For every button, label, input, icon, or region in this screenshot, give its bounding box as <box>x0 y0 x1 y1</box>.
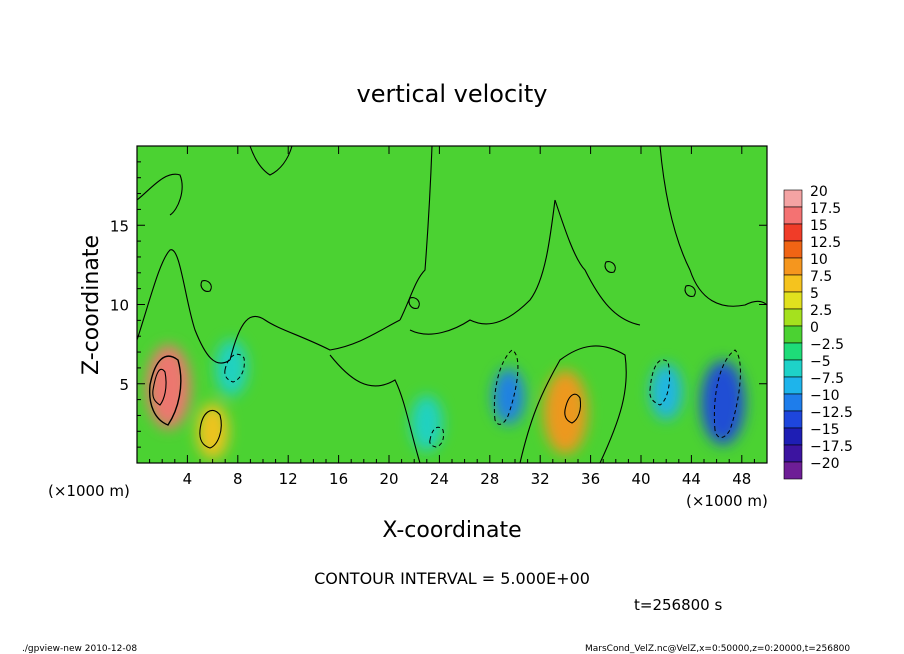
colorbar-swatch <box>783 444 803 463</box>
colorbar-label: −17.5 <box>810 439 853 455</box>
colorbar-swatch <box>783 274 803 293</box>
colorbar-swatch <box>783 359 803 378</box>
y-axis: 5 10 15 <box>110 161 767 448</box>
x-axis-label: X-coordinate <box>382 518 521 543</box>
y-axis-unit: (×1000 m) <box>686 492 768 510</box>
footer-left: ./gpview-new 2010-12-08 <box>22 644 137 654</box>
field-feature-4 <box>700 360 745 445</box>
field-feature-6 <box>215 339 248 396</box>
colorbar-swatch <box>783 291 803 310</box>
x-tick-label: 36 <box>581 470 600 488</box>
colorbar-label: 15 <box>810 218 828 234</box>
colorbar-swatch <box>783 342 803 361</box>
colorbar-swatch <box>783 376 803 395</box>
field-feature-3 <box>492 368 525 425</box>
colorbar-label: 0 <box>810 320 819 336</box>
colorbar-label: 12.5 <box>810 235 841 251</box>
colorbar-label: 20 <box>810 184 828 200</box>
colorbar-label: 2.5 <box>810 303 832 319</box>
footer-right: MarsCond_VelZ.nc@VelZ,x=0:50000,z=0:2000… <box>585 644 850 654</box>
colorbar-label: −15 <box>810 422 840 438</box>
colorbar-label: 10 <box>810 252 828 268</box>
colorbar-swatch <box>783 206 803 225</box>
x-tick-label: 16 <box>329 470 348 488</box>
x-tick-label: 44 <box>682 470 701 488</box>
colorbar-swatch <box>783 393 803 412</box>
colorbar: 2017.51512.5107.552.50−2.5−5−7.5−10−12.5… <box>783 184 853 480</box>
colorbar-swatch <box>783 189 803 208</box>
y-tick-label: 10 <box>110 297 129 315</box>
colorbar-label: 7.5 <box>810 269 832 285</box>
colorbar-swatch <box>783 325 803 344</box>
contour-interval: CONTOUR INTERVAL = 5.000E+00 <box>314 569 590 588</box>
y-tick-label: 15 <box>110 217 129 235</box>
y-axis-label: Z-coordinate <box>79 235 104 375</box>
colorbar-swatch <box>783 461 803 480</box>
colorbar-label: −7.5 <box>810 371 844 387</box>
colorbar-label: −12.5 <box>810 405 853 421</box>
colorbar-label: 5 <box>810 286 819 302</box>
x-tick-label: 4 <box>183 470 193 488</box>
negative-contours <box>224 349 741 448</box>
x-tick-label: 28 <box>480 470 499 488</box>
x-tick-label: 48 <box>732 470 751 488</box>
field-feature-5 <box>650 363 683 420</box>
colorbar-swatch <box>783 410 803 429</box>
y-tick-label: 5 <box>119 376 129 394</box>
colorbar-label: −2.5 <box>810 337 844 353</box>
x-tick-label: 40 <box>631 470 650 488</box>
x-tick-label: 8 <box>233 470 243 488</box>
chart-title: vertical velocity <box>357 80 548 108</box>
field-feature-1 <box>196 403 229 460</box>
time-label: t=256800 s <box>634 596 722 614</box>
x-tick-label: 12 <box>279 470 298 488</box>
x-axis: 4 8 12 16 20 24 28 32 36 40 44 48 <box>149 146 755 488</box>
colorbar-swatch <box>783 427 803 446</box>
colorbar-label: −20 <box>810 456 840 472</box>
x-tick-label: 24 <box>430 470 449 488</box>
colorbar-swatch <box>783 257 803 276</box>
x-tick-label: 20 <box>379 470 398 488</box>
x-axis-unit: (×1000 m) <box>48 482 130 500</box>
contour-lines <box>137 146 767 463</box>
field-feature-7 <box>410 395 443 452</box>
colorbar-swatch <box>783 240 803 259</box>
colorbar-swatch <box>783 223 803 242</box>
field-feature-2 <box>543 370 588 455</box>
colorbar-label: 17.5 <box>810 201 841 217</box>
colorbar-label: −5 <box>810 354 831 370</box>
colorbar-label: −10 <box>810 388 840 404</box>
x-tick-label: 32 <box>531 470 550 488</box>
colorbar-swatch <box>783 308 803 327</box>
